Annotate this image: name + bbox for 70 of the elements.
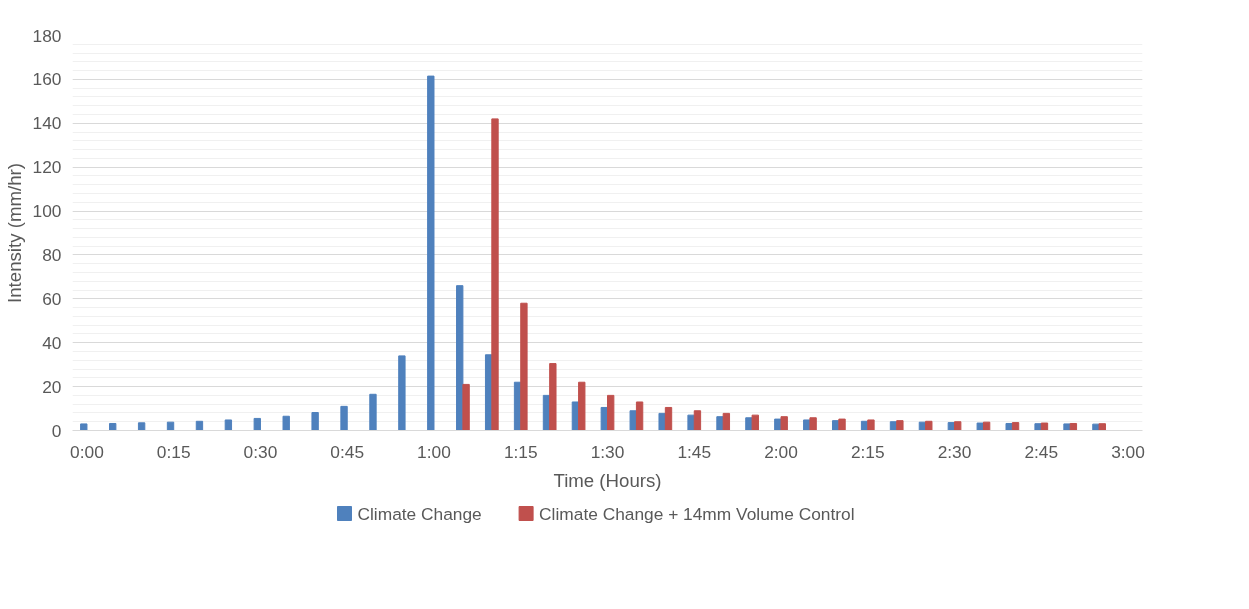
bar	[693, 410, 702, 431]
y-tick-label: 180	[32, 25, 62, 46]
bar	[607, 394, 615, 431]
y-tick-label: 80	[42, 244, 62, 265]
bar	[635, 401, 644, 431]
x-tick-label: 0:15	[156, 441, 191, 462]
bar	[311, 412, 319, 431]
x-tick-label: 1:45	[677, 441, 712, 462]
bar	[1069, 422, 1078, 431]
bar	[520, 302, 528, 431]
bar	[722, 412, 731, 431]
bar	[549, 363, 557, 431]
bar	[600, 406, 608, 431]
x-tick-label: 2:00	[764, 441, 798, 462]
bar	[1034, 423, 1042, 431]
bar	[80, 423, 88, 431]
bar	[137, 422, 146, 431]
bar	[253, 417, 261, 431]
bar	[716, 416, 724, 431]
y-tick-label: 120	[32, 157, 62, 178]
y-tick-label: 100	[32, 201, 62, 222]
x-tick-label: 0:30	[243, 441, 278, 462]
bar	[896, 420, 904, 431]
bar	[1011, 422, 1020, 431]
bar	[751, 414, 759, 431]
bar	[369, 393, 377, 431]
y-tick-label: 0	[51, 420, 62, 441]
bar	[1040, 422, 1049, 431]
bar	[282, 415, 290, 431]
bar	[1098, 423, 1106, 431]
bar	[838, 418, 846, 431]
bar	[687, 414, 695, 431]
x-tick-label: 2:15	[850, 441, 885, 462]
bar	[462, 383, 470, 431]
bar	[976, 422, 984, 431]
x-tick-label: 0:00	[70, 441, 104, 462]
legend-label: Climate Change	[357, 503, 482, 524]
bar	[954, 421, 962, 431]
y-axis-title: Intensity (mm/hr)	[3, 163, 25, 303]
bar	[867, 419, 875, 431]
bar	[340, 405, 348, 431]
x-tick-label: 1:00	[417, 441, 451, 462]
x-tick-label: 0:45	[330, 441, 365, 462]
x-tick-label: 3:00	[1111, 441, 1145, 462]
y-tick-label: 140	[32, 113, 62, 134]
bar	[456, 285, 464, 431]
bar	[925, 420, 933, 431]
bar	[427, 75, 435, 431]
bar	[809, 417, 817, 431]
bar	[224, 419, 233, 431]
y-tick-label: 160	[32, 69, 62, 90]
x-tick-label: 1:30	[590, 441, 625, 462]
x-tick-label: 1:15	[503, 441, 538, 462]
x-axis-title: Time (Hours)	[553, 469, 662, 491]
y-tick-label: 20	[42, 376, 62, 397]
y-tick-label: 60	[42, 288, 62, 309]
legend-label: Climate Change + 14mm Volume Control	[539, 503, 855, 524]
bar	[780, 416, 788, 431]
bar	[629, 410, 637, 431]
bar	[664, 406, 673, 431]
bar	[491, 118, 499, 431]
bar	[658, 412, 666, 431]
bar	[1063, 423, 1071, 431]
bar	[1005, 422, 1013, 431]
bar	[398, 355, 406, 431]
x-tick-label: 2:45	[1024, 441, 1059, 462]
x-tick-label: 2:30	[937, 441, 972, 462]
y-tick-label: 40	[42, 332, 62, 353]
bar	[578, 381, 586, 431]
bar	[109, 422, 117, 431]
